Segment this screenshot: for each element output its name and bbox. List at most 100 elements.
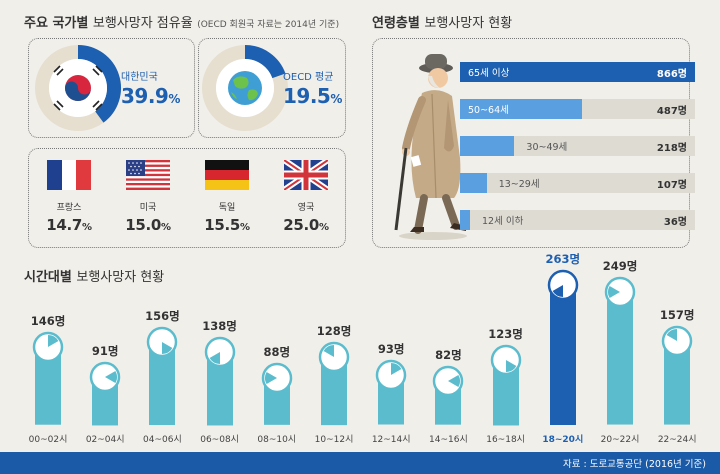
usa-flag-icon [126, 160, 170, 190]
oecd-share-arc [244, 45, 286, 79]
hour-bar [147, 326, 178, 425]
age-bar-value: 218명 [656, 143, 687, 154]
age-bar-track [460, 210, 695, 230]
age-bar [460, 210, 470, 230]
hour-value-label: 138명 [202, 318, 237, 333]
hour-bar [375, 360, 407, 425]
hour-category-label: 22~24시 [657, 435, 697, 445]
hour-category-label: 04~06시 [143, 435, 182, 445]
korea-label: 대한민국 [121, 72, 158, 83]
age-bar-row: 13~29세 107명 [460, 173, 695, 193]
korea-share-arc [77, 45, 121, 123]
hour-bar [318, 341, 350, 425]
hour-category-label: 20~22시 [600, 435, 640, 445]
korea-flag-icon [53, 65, 103, 111]
country-france: 프랑스 14.7% [33, 160, 105, 234]
hour-bar [261, 362, 293, 425]
hour-bar [89, 361, 121, 425]
age-title-light: 보행사망자 현황 [424, 16, 513, 31]
korea-donut [33, 43, 123, 137]
hour-category-label: 12~14시 [371, 435, 411, 445]
country-uk: 영국 25.0% [270, 160, 342, 234]
hourly-title-bold: 시간대별 [24, 270, 72, 285]
age-bar-track [460, 136, 695, 156]
country-value: 15.0% [125, 216, 171, 234]
hour-category-label: 08~10시 [257, 435, 297, 445]
hour-bar [433, 366, 464, 425]
hour-bar [32, 332, 64, 425]
age-bar-label: 65세 이상 [468, 68, 510, 79]
hour-category-label: 14~16시 [429, 435, 468, 445]
hour-bar [547, 269, 579, 425]
share-note: (OECD 회원국 자료는 2014년 기준) [197, 20, 340, 30]
age-bar-track [460, 173, 695, 193]
hour-category-label: 06~08시 [200, 435, 239, 445]
korea-box [28, 38, 195, 138]
age-bar [460, 173, 487, 193]
share-title-light: 보행사망자 점유율 [92, 16, 193, 31]
country-usa: 미국 15.0% [112, 160, 184, 234]
age-bar-row: 12세 이하 36명 [460, 210, 695, 230]
hour-bar [490, 344, 521, 425]
germany-flag-icon [205, 160, 249, 190]
hour-value-label: 123명 [488, 326, 523, 341]
globe-icon [228, 71, 262, 105]
hour-value-label: 249명 [602, 259, 638, 274]
oecd-box [198, 38, 346, 138]
hour-category-label: 00~02시 [28, 435, 68, 445]
age-bar [460, 99, 582, 119]
country-value: 14.7% [46, 216, 92, 234]
country-name: 미국 [139, 203, 157, 213]
source-note: 자료 : 도로교통공단 (2016년 기준) [562, 459, 706, 470]
hour-value-label: 146명 [30, 314, 66, 329]
hour-category-label: 16~18시 [486, 435, 525, 445]
age-bar-value: 107명 [656, 180, 687, 191]
hour-value-label: 91명 [91, 343, 119, 358]
oecd-value: 19.5% [283, 84, 342, 108]
hour-value-label: 82명 [435, 348, 462, 363]
age-bar-row: 65세 이상 866명 [460, 62, 695, 82]
hour-value-label: 93명 [377, 342, 405, 357]
age-bar [460, 62, 641, 82]
age-bar-row: 30~49세 218명 [460, 136, 695, 156]
country-germany: 독일 15.5% [191, 160, 263, 234]
countries-box [28, 148, 346, 248]
share-title-bold: 주요 국가별 [24, 16, 89, 31]
country-name: 영국 [297, 203, 315, 213]
age-bar-track [460, 99, 695, 119]
age-title-bold: 연령층별 [372, 16, 420, 31]
hour-value-label: 128명 [316, 323, 352, 338]
age-bar-end [640, 62, 695, 82]
elderly-pedestrian-icon [394, 54, 467, 240]
france-flag-icon [47, 160, 91, 190]
hourly-title-light: 보행사망자 현황 [76, 270, 165, 285]
hour-value-label: 88명 [263, 345, 291, 360]
hour-bar [604, 277, 636, 425]
age-title: 연령층별 보행사망자 현황 [372, 12, 512, 31]
age-bar-label: 12세 이하 [482, 216, 524, 227]
hour-category-label: 18~20시 [542, 435, 584, 445]
share-title: 주요 국가별 보행사망자 점유율 (OECD 회원국 자료는 2014년 기준) [24, 12, 339, 31]
footer-bar: 자료 : 도로교통공단 (2016년 기준) [0, 452, 720, 474]
country-value: 25.0% [283, 216, 329, 234]
country-name: 독일 [218, 203, 236, 213]
uk-flag-icon [284, 160, 328, 190]
hour-value-label: 156명 [145, 308, 180, 323]
age-bar-value: 487명 [656, 106, 687, 117]
age-bar [460, 136, 515, 156]
hour-value-label: 157명 [659, 308, 695, 323]
hourly-title: 시간대별 보행사망자 현황 [24, 266, 164, 285]
hour-bar [661, 326, 693, 425]
age-bar-label: 13~29세 [498, 179, 540, 190]
age-bar-label: 30~49세 [526, 142, 568, 153]
oecd-label: OECD 평균 [283, 72, 334, 83]
hour-category-label: 10~12시 [314, 435, 354, 445]
age-bar-value: 866명 [656, 69, 687, 80]
age-bar-label: 50~64세 [468, 105, 509, 116]
hour-bar [204, 336, 235, 425]
hour-category-label: 02~04시 [85, 435, 125, 445]
korea-value: 39.9% [121, 84, 180, 108]
age-bar-value: 36명 [663, 217, 687, 228]
hour-value-label: 263명 [545, 252, 581, 266]
country-name: 프랑스 [56, 203, 82, 213]
